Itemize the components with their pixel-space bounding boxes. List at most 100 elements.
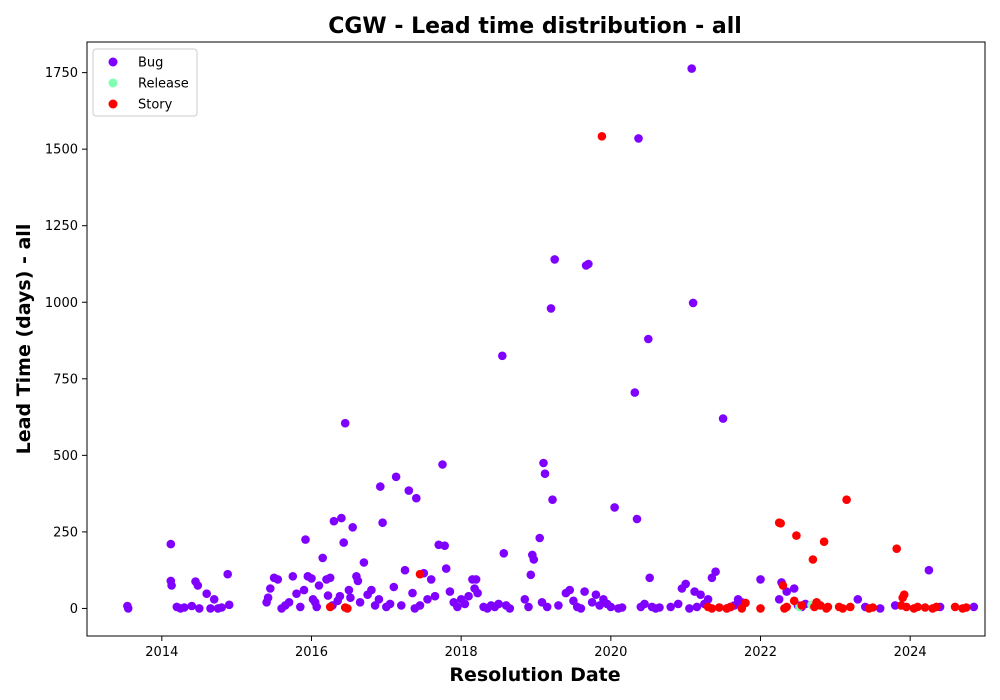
point-bug bbox=[453, 602, 462, 612]
point-bug bbox=[339, 538, 349, 547]
point-story bbox=[776, 519, 785, 528]
point-bug bbox=[209, 595, 219, 604]
point-bug bbox=[703, 595, 713, 604]
point-story bbox=[902, 602, 911, 612]
point-story bbox=[808, 555, 818, 564]
point-story bbox=[797, 601, 806, 610]
point-bug bbox=[535, 533, 544, 543]
point-bug bbox=[687, 64, 696, 73]
point-bug bbox=[397, 601, 406, 610]
point-story bbox=[892, 544, 901, 553]
point-bug bbox=[584, 259, 593, 269]
point-bug bbox=[307, 574, 316, 583]
point-bug bbox=[756, 575, 765, 584]
point-bug bbox=[266, 584, 275, 593]
point-bug bbox=[325, 573, 335, 583]
point-bug bbox=[314, 581, 324, 590]
point-bug bbox=[464, 591, 473, 601]
point-bug bbox=[346, 593, 355, 602]
point-story bbox=[846, 602, 855, 612]
y-tick-label: 750 bbox=[53, 372, 78, 387]
legend-marker bbox=[108, 57, 118, 67]
y-tick-label: 250 bbox=[53, 525, 78, 540]
point-bug bbox=[632, 514, 642, 524]
point-bug bbox=[644, 334, 653, 344]
legend-item-release: Release bbox=[108, 77, 189, 92]
point-bug bbox=[440, 541, 450, 550]
point-bug bbox=[344, 585, 354, 595]
point-bug bbox=[666, 602, 675, 612]
point-bug bbox=[359, 558, 369, 567]
legend-label: Story bbox=[138, 98, 173, 113]
point-bug bbox=[202, 589, 211, 598]
point-bug bbox=[355, 598, 365, 607]
point-bug bbox=[340, 418, 350, 428]
point-story bbox=[823, 602, 833, 612]
y-tick-label: 500 bbox=[53, 449, 78, 464]
point-bug bbox=[166, 539, 176, 549]
point-story bbox=[838, 604, 848, 613]
point-bug bbox=[640, 599, 649, 609]
point-bug bbox=[441, 564, 451, 573]
point-bug bbox=[645, 573, 654, 583]
point-bug bbox=[685, 604, 694, 613]
point-bug bbox=[539, 458, 548, 468]
point-bug bbox=[529, 555, 539, 564]
point-bug bbox=[301, 535, 310, 544]
point-bug bbox=[123, 604, 133, 613]
point-bug bbox=[273, 575, 283, 584]
point-bug bbox=[438, 460, 447, 469]
point-bug bbox=[471, 575, 481, 584]
x-tick-label: 2024 bbox=[894, 645, 927, 660]
y-tick-label: 1250 bbox=[45, 219, 78, 234]
point-bug bbox=[312, 602, 322, 612]
point-bug bbox=[580, 587, 589, 596]
point-story bbox=[950, 602, 960, 612]
point-bug bbox=[853, 595, 863, 604]
point-bug bbox=[617, 603, 627, 612]
point-bug bbox=[688, 298, 698, 308]
point-story bbox=[715, 603, 724, 612]
point-story bbox=[962, 603, 971, 612]
point-bug bbox=[408, 588, 417, 598]
point-bug bbox=[193, 581, 203, 590]
point-bug bbox=[526, 570, 536, 580]
point-bug bbox=[606, 602, 616, 612]
point-bug bbox=[494, 599, 503, 609]
point-bug bbox=[195, 604, 204, 613]
point-story bbox=[792, 531, 801, 540]
point-story bbox=[778, 581, 788, 590]
point-bug bbox=[389, 582, 399, 592]
point-story bbox=[932, 602, 941, 612]
point-bug bbox=[404, 486, 414, 495]
point-bug bbox=[540, 469, 550, 479]
point-bug bbox=[550, 255, 559, 264]
point-bug bbox=[445, 587, 455, 596]
plot-area bbox=[86, 41, 986, 637]
point-bug bbox=[187, 601, 197, 611]
point-bug bbox=[430, 591, 440, 601]
point-bug bbox=[460, 599, 470, 609]
point-bug bbox=[299, 585, 309, 595]
chart-title: CGW - Lead time distribution - all bbox=[328, 14, 742, 39]
point-bug bbox=[673, 599, 683, 609]
point-bug bbox=[546, 304, 556, 313]
point-bug bbox=[335, 591, 345, 601]
point-bug bbox=[554, 601, 563, 610]
point-bug bbox=[423, 595, 432, 604]
y-tick-label: 1500 bbox=[45, 143, 78, 158]
point-bug bbox=[292, 589, 301, 598]
point-bug bbox=[217, 603, 226, 612]
point-bug bbox=[374, 595, 384, 604]
legend-label: Bug bbox=[138, 56, 163, 71]
point-bug bbox=[224, 600, 234, 610]
point-bug bbox=[337, 513, 346, 523]
point-bug bbox=[412, 493, 421, 503]
point-bug bbox=[426, 575, 436, 584]
x-tick-label: 2022 bbox=[744, 645, 777, 660]
point-bug bbox=[711, 567, 720, 576]
point-bug bbox=[505, 604, 515, 613]
x-tick-label: 2016 bbox=[295, 645, 328, 660]
point-bug bbox=[378, 518, 387, 527]
point-bug bbox=[542, 602, 552, 612]
